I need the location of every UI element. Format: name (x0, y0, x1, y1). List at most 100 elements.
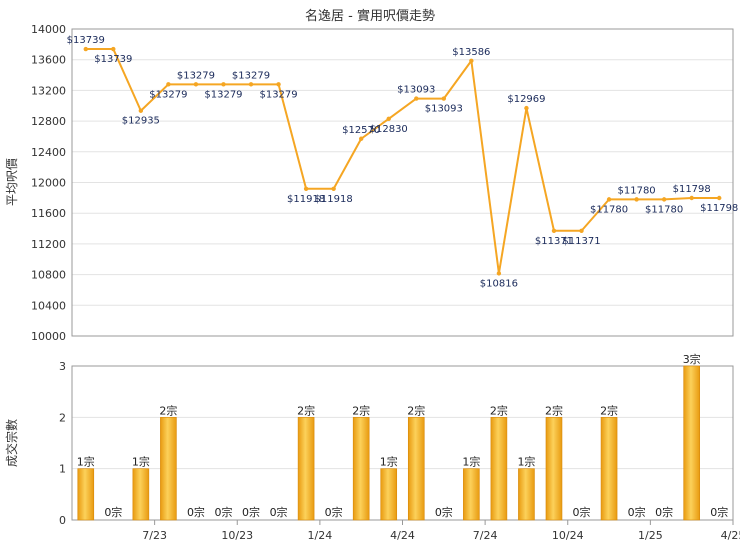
price-y-tick: 12800 (31, 115, 66, 128)
price-point (579, 228, 584, 233)
price-data-label: $12935 (122, 116, 160, 127)
transactions-bar (490, 417, 508, 521)
price-series (83, 46, 722, 276)
price-point (689, 195, 694, 201)
price-y-tick: 14000 (31, 23, 66, 36)
transactions-data-label: 0宗 (104, 505, 122, 519)
price-gridlines (72, 28, 733, 337)
transactions-data-label: 2宗 (159, 403, 177, 417)
x-tick-label: 10/23 (221, 529, 253, 542)
transactions-bar (160, 417, 177, 521)
price-panel: 10000 10400 10800 11200 11600 12000 12400 12800… (5, 23, 738, 343)
transactions-data-label: 0宗 (270, 505, 288, 519)
price-point (414, 96, 419, 101)
price-data-label: $11798 (673, 184, 711, 195)
transactions-bar (380, 468, 398, 521)
price-data-label: $13093 (397, 85, 435, 96)
price-data-label: $11371 (562, 236, 600, 247)
price-data-label: $12570 (342, 125, 380, 136)
transactions-bar (545, 417, 563, 521)
price-point (221, 82, 226, 87)
price-y-tick: 13200 (31, 84, 66, 97)
transactions-data-label: 0宗 (435, 505, 453, 519)
transactions-bar (683, 365, 700, 521)
price-point (634, 197, 639, 202)
price-y-tick: 10400 (31, 299, 66, 312)
price-point (717, 195, 722, 201)
price-point (496, 271, 502, 276)
transactions-data-label: 0宗 (214, 505, 232, 519)
transactions-data-labels: 1宗 0宗 1宗 2宗 0宗 0宗 0宗 0宗 2宗 0宗 2宗 1宗 2宗 0宗 1宗 2宗 1宗 2宗 0宗 2宗… (77, 352, 728, 519)
price-point (83, 46, 88, 52)
price-data-label: $11780 (618, 185, 656, 196)
transactions-y-axis: 0 1 2 3 (59, 360, 66, 527)
x-axis: 7/23 10/23 1/24 4/24 7/24 10/24 1/25 4/25 (142, 520, 740, 542)
transactions-data-label: 1宗 (380, 455, 398, 469)
price-data-label: $11798 (700, 203, 738, 214)
chart-title: 名逸居 - 實用呎價走勢 (305, 8, 435, 24)
price-data-label: $13739 (67, 35, 105, 46)
transactions-data-label: 1宗 (517, 455, 535, 469)
transactions-y-tick: 2 (59, 411, 66, 424)
transactions-data-label: 0宗 (325, 505, 343, 519)
transactions-data-label: 0宗 (710, 505, 728, 519)
transactions-y-tick: 0 (59, 514, 66, 527)
transactions-data-label: 1宗 (462, 455, 480, 469)
price-data-label: $13739 (94, 54, 132, 65)
price-y-tick: 12400 (31, 146, 66, 159)
price-point (303, 186, 309, 191)
price-point (276, 82, 281, 87)
price-point (358, 136, 364, 141)
transactions-data-label: 1宗 (77, 455, 95, 469)
price-point (441, 96, 447, 101)
price-y-tick: 12000 (31, 177, 66, 190)
transactions-data-label: 3宗 (683, 352, 701, 366)
price-data-label: $13279 (177, 70, 215, 81)
price-point (469, 58, 474, 63)
price-y-tick: 10000 (31, 330, 66, 343)
x-tick-label: 1/24 (308, 529, 333, 542)
transactions-bar (132, 468, 150, 521)
transactions-bar (352, 417, 370, 521)
transactions-bar (407, 417, 425, 521)
transactions-bar (600, 417, 618, 521)
price-y-tick: 11200 (31, 238, 66, 251)
price-data-label: $13279 (204, 89, 242, 100)
price-data-label: $10816 (480, 278, 518, 289)
price-data-label: $13279 (259, 89, 297, 100)
price-data-label: $11918 (287, 194, 325, 205)
transactions-bar (77, 468, 95, 521)
transactions-data-label: 2宗 (490, 403, 508, 417)
x-tick-label: 7/24 (473, 529, 498, 542)
price-point (551, 228, 557, 233)
price-data-label: $12969 (507, 94, 545, 105)
price-data-labels: $13739 $13739 $12935 $13279 $13279 $13279 $132… (67, 35, 739, 289)
transactions-bar (297, 417, 315, 521)
price-data-label: $13279 (149, 89, 187, 100)
price-point (386, 116, 391, 121)
x-tick-label: 7/23 (142, 529, 167, 542)
price-y-tick: 10800 (31, 269, 66, 282)
price-point (661, 197, 667, 202)
x-tick-label: 1/25 (638, 529, 663, 542)
price-point (193, 82, 199, 87)
price-point (248, 82, 254, 87)
transactions-bar (518, 468, 535, 521)
price-point (138, 108, 144, 113)
price-y-tick: 11600 (31, 207, 66, 220)
price-data-label: $11780 (645, 204, 683, 215)
price-point (331, 186, 336, 191)
transactions-data-label: 0宗 (242, 505, 260, 519)
price-point (166, 82, 171, 87)
price-data-label: $13093 (425, 104, 463, 115)
x-tick-label: 4/24 (390, 529, 415, 542)
x-tick-label: 10/24 (552, 529, 584, 542)
transactions-y-tick: 1 (59, 463, 66, 476)
price-data-label: $12830 (370, 124, 408, 135)
x-tick-label: 4/25 (721, 529, 740, 542)
price-y-axis-label: 平均呎價 (5, 158, 19, 206)
transactions-data-label: 0宗 (655, 505, 673, 519)
transactions-y-tick: 3 (59, 360, 66, 373)
